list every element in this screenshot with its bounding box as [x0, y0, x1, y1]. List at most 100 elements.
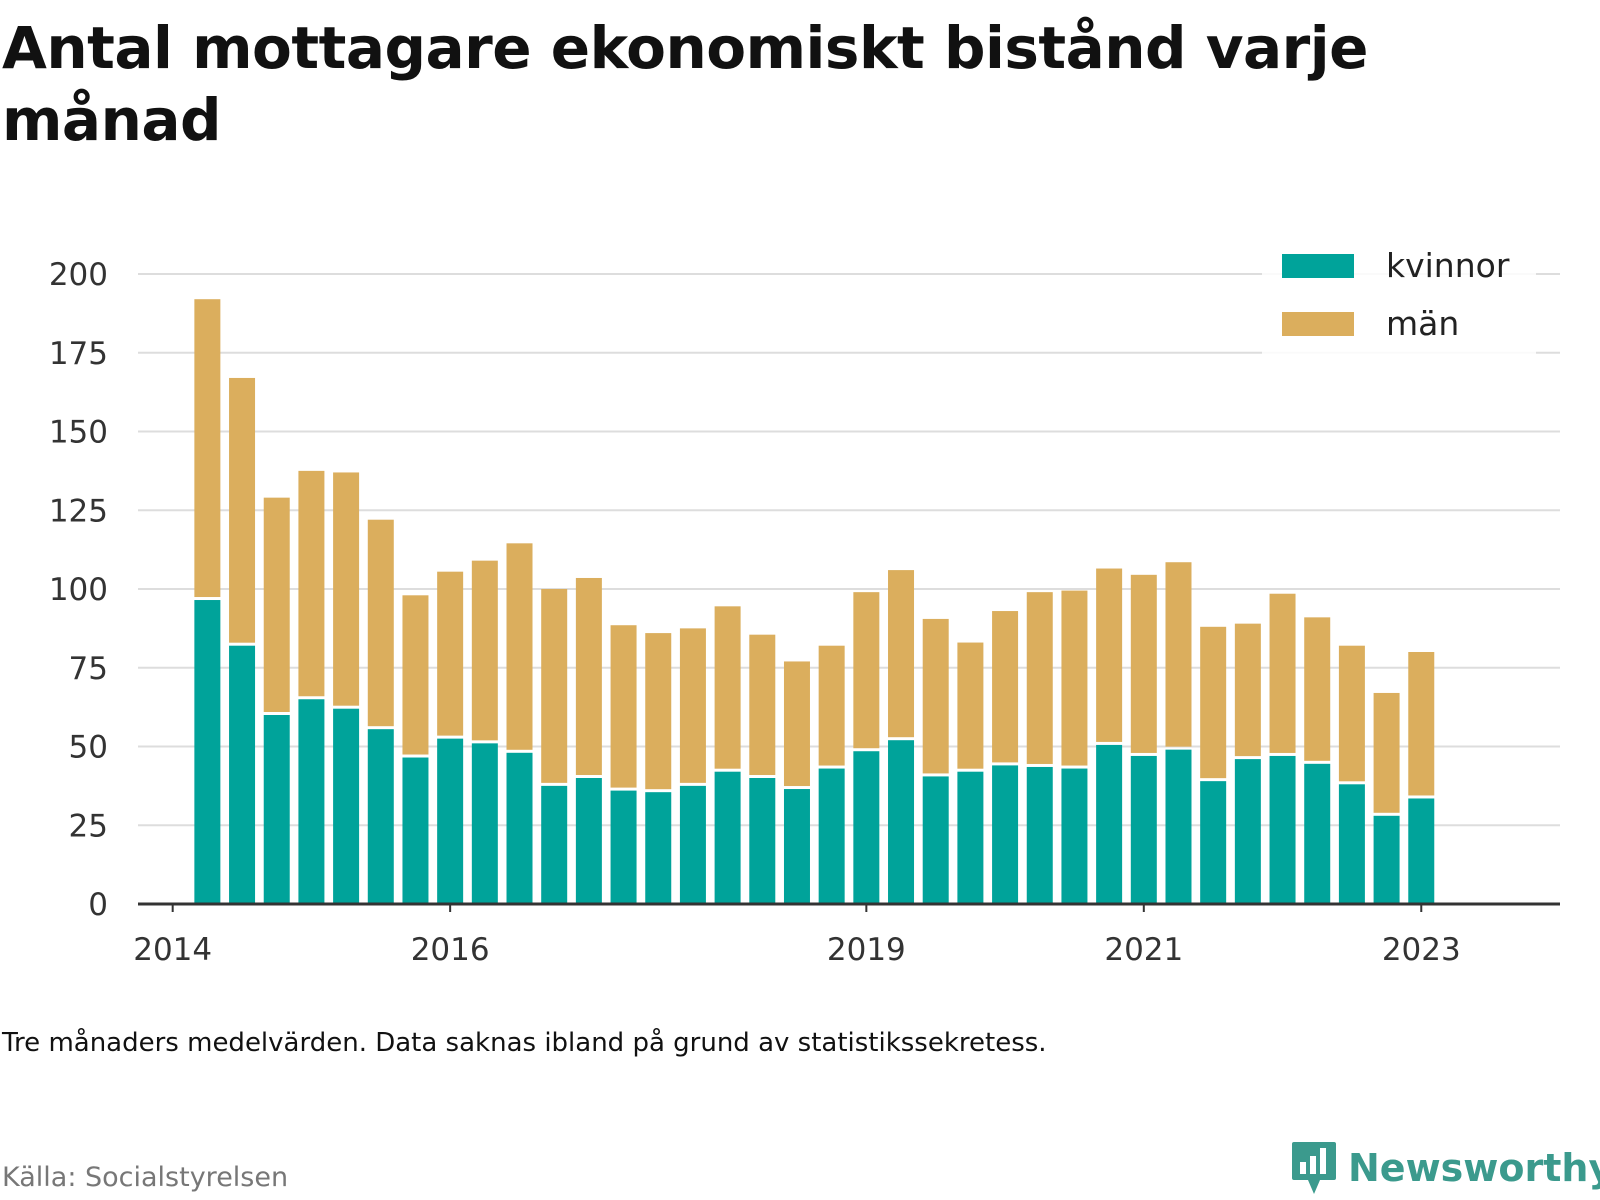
bar-man — [333, 472, 360, 706]
bar-kvinnor — [1304, 763, 1331, 904]
bar-man — [783, 661, 810, 787]
y-tick-label: 25 — [69, 808, 108, 844]
bar-kvinnor — [1269, 755, 1296, 904]
y-tick-label: 125 — [49, 493, 108, 529]
bar-man — [1234, 623, 1261, 757]
bar-man — [263, 497, 290, 712]
bar-man — [645, 633, 672, 790]
bar-man — [1304, 617, 1331, 761]
bar-man — [402, 595, 429, 755]
bar-kvinnor — [888, 740, 915, 904]
x-tick-label: 2019 — [827, 932, 906, 968]
bar-kvinnor — [263, 715, 290, 904]
bar-kvinnor — [853, 751, 880, 904]
bar-kvinnor — [298, 699, 325, 904]
x-tick-label: 2021 — [1104, 932, 1183, 968]
bar-man — [367, 519, 394, 727]
bar-man — [853, 592, 880, 749]
bar-man — [1269, 593, 1296, 753]
bar-kvinnor — [194, 600, 221, 904]
chart-title: Antal mottagare ekonomiskt bistånd varje… — [2, 14, 1369, 154]
bar-kvinnor — [783, 789, 810, 904]
brand-logo: Newsworthy — [1290, 1138, 1600, 1198]
bar-man — [575, 577, 602, 775]
bar-kvinnor — [957, 771, 984, 904]
bar-kvinnor — [1061, 768, 1088, 904]
bar-kvinnor — [992, 765, 1019, 904]
bar-man — [1200, 626, 1227, 779]
bar-kvinnor — [1165, 749, 1192, 904]
bar-kvinnor — [1130, 755, 1157, 904]
y-axis-tick-labels: 0 25 50 75 100 125 150 175 200 — [49, 257, 108, 923]
bar-kvinnor — [1234, 759, 1261, 904]
bar-man — [818, 645, 845, 766]
bar-kvinnor — [437, 738, 464, 904]
bar-man — [922, 618, 949, 774]
bar-kvinnor — [749, 778, 776, 904]
y-tick-label: 200 — [49, 257, 108, 293]
bar-kvinnor — [1026, 766, 1053, 904]
x-axis-tick-labels: 2014 2016 2019 2021 2023 — [133, 904, 1461, 968]
y-tick-label: 150 — [49, 415, 108, 451]
bar-man — [749, 634, 776, 775]
bar-man — [541, 589, 568, 783]
bar-man — [888, 570, 915, 738]
x-tick-label: 2016 — [411, 932, 490, 968]
bar-kvinnor — [1373, 815, 1400, 904]
x-tick-label: 2014 — [133, 932, 212, 968]
bar-man — [1026, 592, 1053, 764]
bar-man — [1061, 590, 1088, 766]
bar-man — [437, 571, 464, 736]
legend: kvinnor män — [1262, 244, 1536, 354]
y-tick-label: 100 — [49, 572, 108, 608]
bar-man — [679, 628, 706, 783]
bars — [194, 299, 1435, 904]
bar-man — [1130, 574, 1157, 753]
legend-swatch — [1282, 312, 1354, 336]
x-tick-label: 2023 — [1382, 932, 1461, 968]
legend-swatch — [1282, 254, 1354, 278]
bar-man — [298, 470, 325, 697]
bar-man — [714, 606, 741, 769]
bar-kvinnor — [367, 729, 394, 904]
bar-man — [1165, 562, 1192, 747]
chart-note: Tre månaders medelvärden. Data saknas ib… — [2, 1028, 1047, 1058]
newsworthy-logo-icon — [1292, 1142, 1336, 1194]
legend-label: män — [1386, 304, 1459, 343]
bar-man — [610, 625, 637, 788]
bar-kvinnor — [1338, 784, 1365, 904]
bar-kvinnor — [1096, 744, 1123, 904]
bar-man — [1338, 645, 1365, 782]
bar-kvinnor — [714, 771, 741, 904]
bar-man — [194, 299, 221, 598]
bar-kvinnor — [229, 645, 256, 904]
legend-label: kvinnor — [1386, 246, 1510, 285]
bar-kvinnor — [575, 778, 602, 904]
bar-man — [957, 642, 984, 769]
bar-kvinnor — [922, 776, 949, 904]
bar-kvinnor — [506, 752, 533, 904]
bar-man — [992, 611, 1019, 763]
y-tick-label: 50 — [69, 730, 108, 766]
bar-kvinnor — [610, 790, 637, 904]
y-tick-label: 175 — [49, 336, 108, 372]
bar-kvinnor — [541, 785, 568, 904]
bar-man — [506, 543, 533, 750]
bar-man — [229, 377, 256, 643]
bar-kvinnor — [402, 757, 429, 904]
bar-man — [1408, 652, 1435, 796]
bar-kvinnor — [1200, 781, 1227, 904]
y-tick-label: 75 — [69, 651, 108, 687]
bar-kvinnor — [645, 792, 672, 904]
y-tick-label: 0 — [88, 887, 108, 923]
bar-kvinnor — [679, 785, 706, 904]
bar-kvinnor — [471, 743, 498, 904]
bar-man — [1096, 568, 1123, 742]
bar-kvinnor — [1408, 798, 1435, 904]
brand-name: Newsworthy — [1348, 1146, 1600, 1190]
bar-man — [1373, 692, 1400, 813]
source-label: Källa: Socialstyrelsen — [2, 1162, 289, 1193]
bar-kvinnor — [818, 768, 845, 904]
bar-kvinnor — [333, 708, 360, 904]
